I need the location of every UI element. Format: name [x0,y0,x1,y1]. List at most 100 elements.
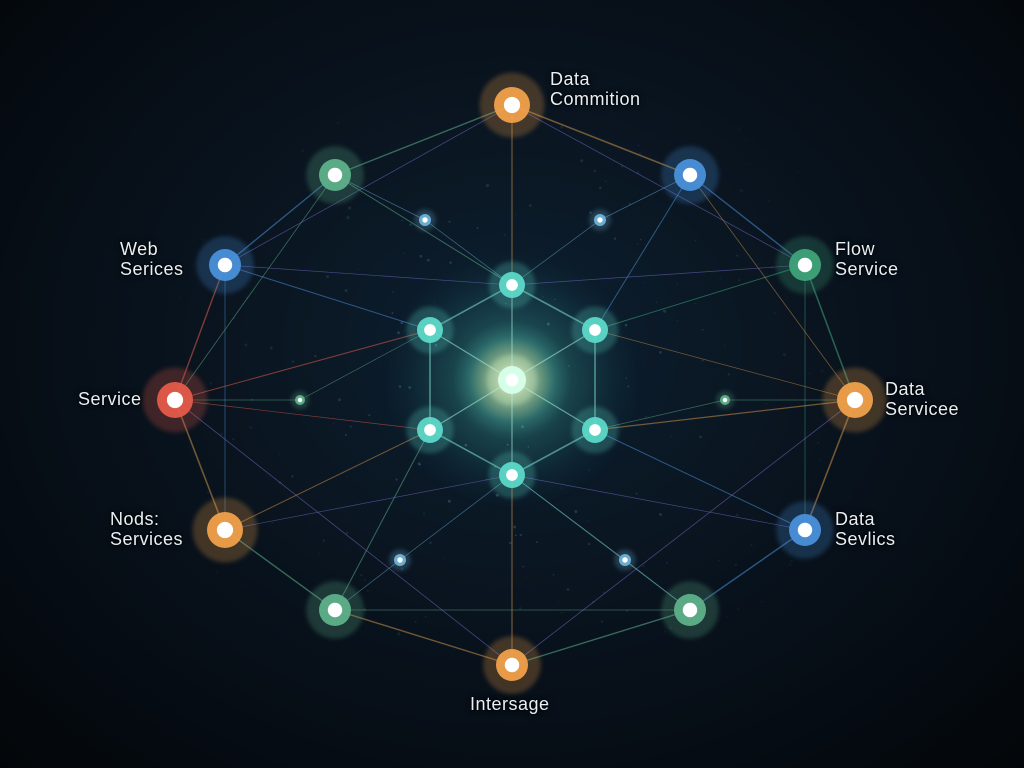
network-edge [225,265,512,285]
particle-dot [751,593,752,594]
particle-dot [644,283,645,284]
particle-dot [797,171,799,173]
particle-dot [346,532,348,534]
particle-dot [599,187,602,190]
particle-dot [702,360,704,362]
particle-dot [656,302,657,303]
particle-dot [345,289,348,292]
particle-dot [638,145,640,147]
network-node [614,549,636,571]
particle-dot [529,400,531,402]
particle-dot [465,444,468,447]
particle-dot [337,122,339,124]
particle-dot [559,601,560,602]
particle-dot [399,385,401,387]
particle-dot [507,444,509,446]
particle-dot [429,541,431,543]
particle-dot [520,534,522,536]
particle-dot [667,633,668,634]
particle-dot [504,234,505,235]
particle-dot [397,331,400,334]
particle-dot [663,310,666,313]
particle-dot [358,269,359,270]
network-node [572,407,619,454]
network-node [661,581,719,639]
network-node [489,452,536,499]
particle-dot [189,275,190,276]
particle-dot [314,355,316,357]
particle-dot [601,620,603,622]
particle-dot [609,149,610,150]
particle-dot [401,220,403,222]
particle-dot [345,434,347,436]
particle-dot [397,632,400,635]
particle-dot [367,590,369,592]
network-edge [225,475,512,530]
particle-dot [215,570,218,573]
particle-dot [636,493,638,495]
particle-dot [677,284,678,285]
particle-dot [255,292,256,293]
particle-dot [209,382,212,385]
particle-dot [574,510,577,513]
particle-dot [528,446,530,448]
particle-dot [519,607,521,609]
particle-dot [748,163,750,165]
particle-dot [476,227,478,229]
particle-dot [333,423,334,424]
particle-dot [737,608,739,610]
particle-dot [751,544,753,546]
particle-dot [319,553,320,554]
particle-dot [640,239,642,241]
network-edge [512,475,805,530]
particle-dot [627,386,629,388]
particle-dot [198,201,200,203]
network-node [291,391,309,409]
particle-dot [659,351,662,354]
network-node [414,209,436,231]
particle-dot [350,426,352,428]
particle-dot [768,200,770,202]
particle-dot [448,221,450,223]
particle-dot [179,296,181,298]
particle-dot [853,275,855,277]
particle-dot [310,527,311,528]
particle-dot [797,227,798,228]
particle-dot [588,520,589,521]
particle-dot [737,127,740,130]
network-node [776,236,834,294]
particle-dot [702,329,704,331]
network-node [306,146,364,204]
network-edge [335,430,430,610]
particle-dot [789,563,792,566]
particle-dot [664,631,666,633]
network-node [407,307,454,354]
particle-dot [254,338,255,339]
particle-dot [250,426,252,428]
particle-dot [568,365,570,367]
particle-dot [567,588,570,591]
particle-dot [368,414,370,416]
particle-dot [736,254,738,256]
particle-dot [279,454,280,455]
particle-dot [821,369,824,372]
network-edge [175,175,335,400]
particle-dot [395,478,397,480]
network-node [196,236,254,294]
particle-dot [323,539,325,541]
particle-dot [774,312,776,314]
particle-dot [232,438,235,441]
particle-dot [637,244,638,245]
network-node [407,407,454,454]
particle-dot [561,488,562,489]
network-node [389,549,411,571]
network-edge [690,175,855,400]
network-edge [175,330,430,400]
particle-dot [403,253,404,254]
particle-dot [790,560,793,563]
particle-dot [217,426,218,427]
particle-dot [589,470,590,471]
network-node [716,391,734,409]
particle-dot [515,534,517,536]
particle-dot [657,120,658,121]
